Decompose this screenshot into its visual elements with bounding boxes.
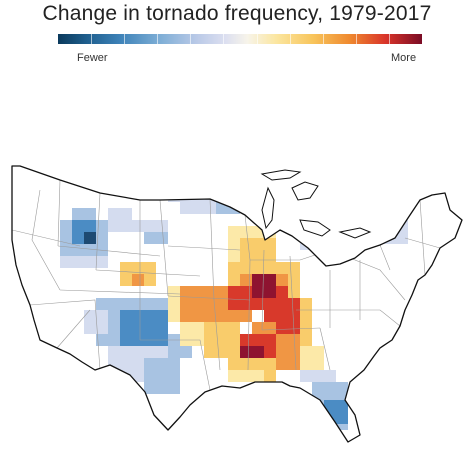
heatmap-cell xyxy=(300,346,324,370)
state-border-line xyxy=(209,198,215,301)
state-border-line xyxy=(167,245,241,251)
heatmap-cell xyxy=(108,208,132,232)
heatmap-cell xyxy=(228,370,264,382)
heatmap-cell xyxy=(144,232,168,244)
state-border-line xyxy=(159,199,169,297)
us-coastline-outline xyxy=(11,165,463,443)
heatmap-cell xyxy=(168,130,192,166)
heatmap-cell xyxy=(60,220,72,256)
heatmap-cell xyxy=(144,358,180,394)
heatmap-cell xyxy=(72,208,96,220)
state-border-line xyxy=(419,199,426,276)
state-border-line xyxy=(299,249,406,301)
state-border-line xyxy=(261,327,321,331)
heatmap-cell xyxy=(72,232,84,244)
heatmap-cell xyxy=(84,232,96,244)
heatmap-cell xyxy=(168,178,204,202)
color-legend-bar xyxy=(58,34,422,44)
state-border-line xyxy=(319,327,331,371)
state-border-line xyxy=(57,245,161,257)
state-border-line xyxy=(296,309,401,327)
heatmap-cell xyxy=(300,298,312,346)
state-border-line xyxy=(289,255,297,371)
legend-ticks xyxy=(58,34,422,44)
heatmap-cell xyxy=(132,322,156,346)
heatmap-cell xyxy=(180,202,216,214)
heatmap-cell xyxy=(72,244,108,256)
heatmap-cell xyxy=(60,256,108,268)
heatmap-cell xyxy=(240,346,264,358)
heatmap-cell xyxy=(180,322,204,346)
legend-low-label: Fewer xyxy=(77,52,108,64)
state-border-line xyxy=(140,339,211,391)
heatmap-cell xyxy=(252,274,276,298)
state-border-line xyxy=(56,309,91,349)
tornado-change-heatmap xyxy=(60,130,408,430)
great-lakes xyxy=(260,169,372,239)
state-border-line xyxy=(12,229,81,247)
heatmap-cell xyxy=(132,220,168,232)
state-border-line xyxy=(213,299,221,371)
state-border-line xyxy=(404,237,441,249)
state-border-line xyxy=(95,192,101,271)
heatmap-cell xyxy=(228,166,252,178)
legend-high-label: More xyxy=(391,52,417,64)
heatmap-cell xyxy=(204,166,240,202)
state-border-line xyxy=(57,179,61,247)
heatmap-cell xyxy=(204,322,240,358)
state-border-line xyxy=(29,299,101,371)
state-border-line xyxy=(31,189,61,291)
heatmap-cell xyxy=(276,334,300,370)
state-border-line xyxy=(59,289,181,295)
us-tornado-change-map xyxy=(11,130,463,443)
state-border-line xyxy=(261,249,265,331)
heatmap-cell xyxy=(132,274,144,286)
map-title: Change in tornado frequency, 1979-2017 xyxy=(42,2,432,25)
state-border-line xyxy=(379,244,391,271)
heatmap-cell xyxy=(300,370,336,382)
state-border-line xyxy=(95,269,201,277)
state-border-line xyxy=(167,295,251,301)
heatmap-cell xyxy=(240,238,276,262)
